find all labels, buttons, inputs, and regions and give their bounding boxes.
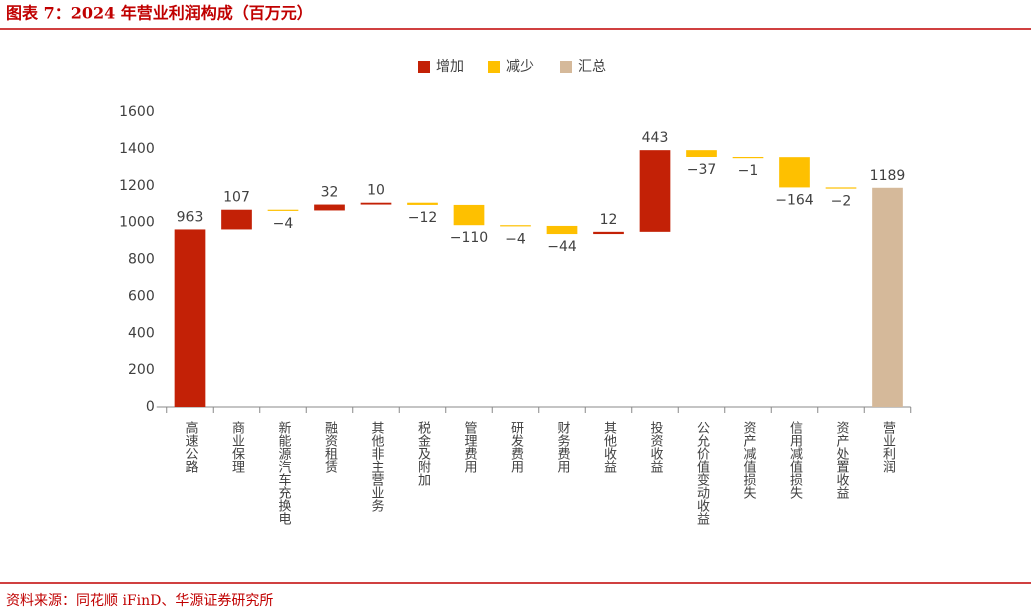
x-tick-label cat: 税金及附加	[415, 421, 431, 487]
bar	[360, 202, 392, 205]
x-tick-label cat: 其他收益	[601, 421, 617, 473]
data-label: −37	[687, 162, 717, 178]
bar	[872, 187, 903, 407]
data-label: 1189	[870, 168, 906, 184]
bar	[732, 156, 764, 159]
x-tick-label cat: 投资收益	[648, 420, 664, 473]
y-tick-label: 1000	[119, 215, 155, 231]
x-tick-label cat: 公允价值变动收益	[694, 421, 710, 525]
bar	[221, 209, 252, 230]
bar	[546, 225, 578, 235]
bar	[825, 187, 857, 189]
x-tick-label cat: 资产减值损失	[741, 421, 757, 499]
y-tick-label: 400	[128, 325, 155, 341]
legend-swatch	[560, 61, 572, 73]
data-label: 443	[642, 130, 669, 146]
y-tick-label: 1400	[119, 141, 155, 157]
bar	[779, 157, 810, 188]
bar	[500, 225, 531, 227]
legend-label: 增加	[436, 59, 464, 75]
x-tick-label cat: 高速公路	[183, 420, 199, 473]
bar	[314, 204, 345, 211]
x-tick-label cat: 信用减值损失	[787, 421, 803, 499]
data-label: −44	[547, 239, 577, 255]
x-tick-label cat: 融资租赁	[322, 421, 338, 474]
data-label: −1	[738, 163, 759, 179]
legend-label: 减少	[506, 59, 534, 75]
legend-swatch	[488, 61, 500, 73]
data-label: 10	[367, 183, 385, 199]
y-tick-label: 1600	[119, 104, 155, 120]
data-label: 32	[321, 185, 339, 201]
y-tick-label: 1200	[119, 178, 155, 194]
bar	[453, 204, 485, 226]
x-tick-label cat: 营业利润	[880, 421, 896, 473]
bar	[593, 231, 624, 235]
y-tick-label: 800	[128, 252, 155, 268]
x-tick-label cat: 财务费用	[555, 421, 571, 474]
x-tick-label cat: 新能源汽车充换电	[276, 420, 292, 525]
data-label: 107	[223, 190, 250, 206]
bar	[639, 150, 671, 232]
y-tick-label: 0	[146, 399, 155, 415]
source: 资料来源：同花顺 iFinD、华源证券研究所	[6, 593, 273, 609]
legend-label: 汇总	[578, 59, 606, 75]
bar	[267, 209, 299, 211]
chart-title: 图表 7：2024 年营业利润构成（百万元）	[6, 4, 313, 23]
x-tick-label cat: 管理费用	[462, 421, 478, 474]
bar	[686, 150, 717, 157]
data-label: 12	[600, 212, 618, 228]
x-tick-label cat: 商业保理	[229, 421, 245, 473]
data-label: 963	[177, 209, 204, 225]
data-label: −110	[450, 230, 488, 246]
y-tick-label: 600	[128, 288, 155, 304]
data-label: −164	[775, 192, 814, 208]
data-label: −2	[831, 194, 852, 210]
y-tick-label: 200	[128, 362, 155, 378]
x-tick-label cat: 研发费用	[508, 421, 524, 474]
x-tick-label cat: 其他非主营业务	[369, 421, 385, 512]
x-tick-label cat: 资产处置收益	[834, 421, 850, 499]
data-label: −4	[273, 216, 294, 232]
legend-swatch	[418, 61, 430, 73]
data-label: −12	[408, 210, 438, 226]
data-label: −4	[505, 231, 526, 247]
bar	[407, 202, 438, 205]
bar	[174, 229, 206, 407]
